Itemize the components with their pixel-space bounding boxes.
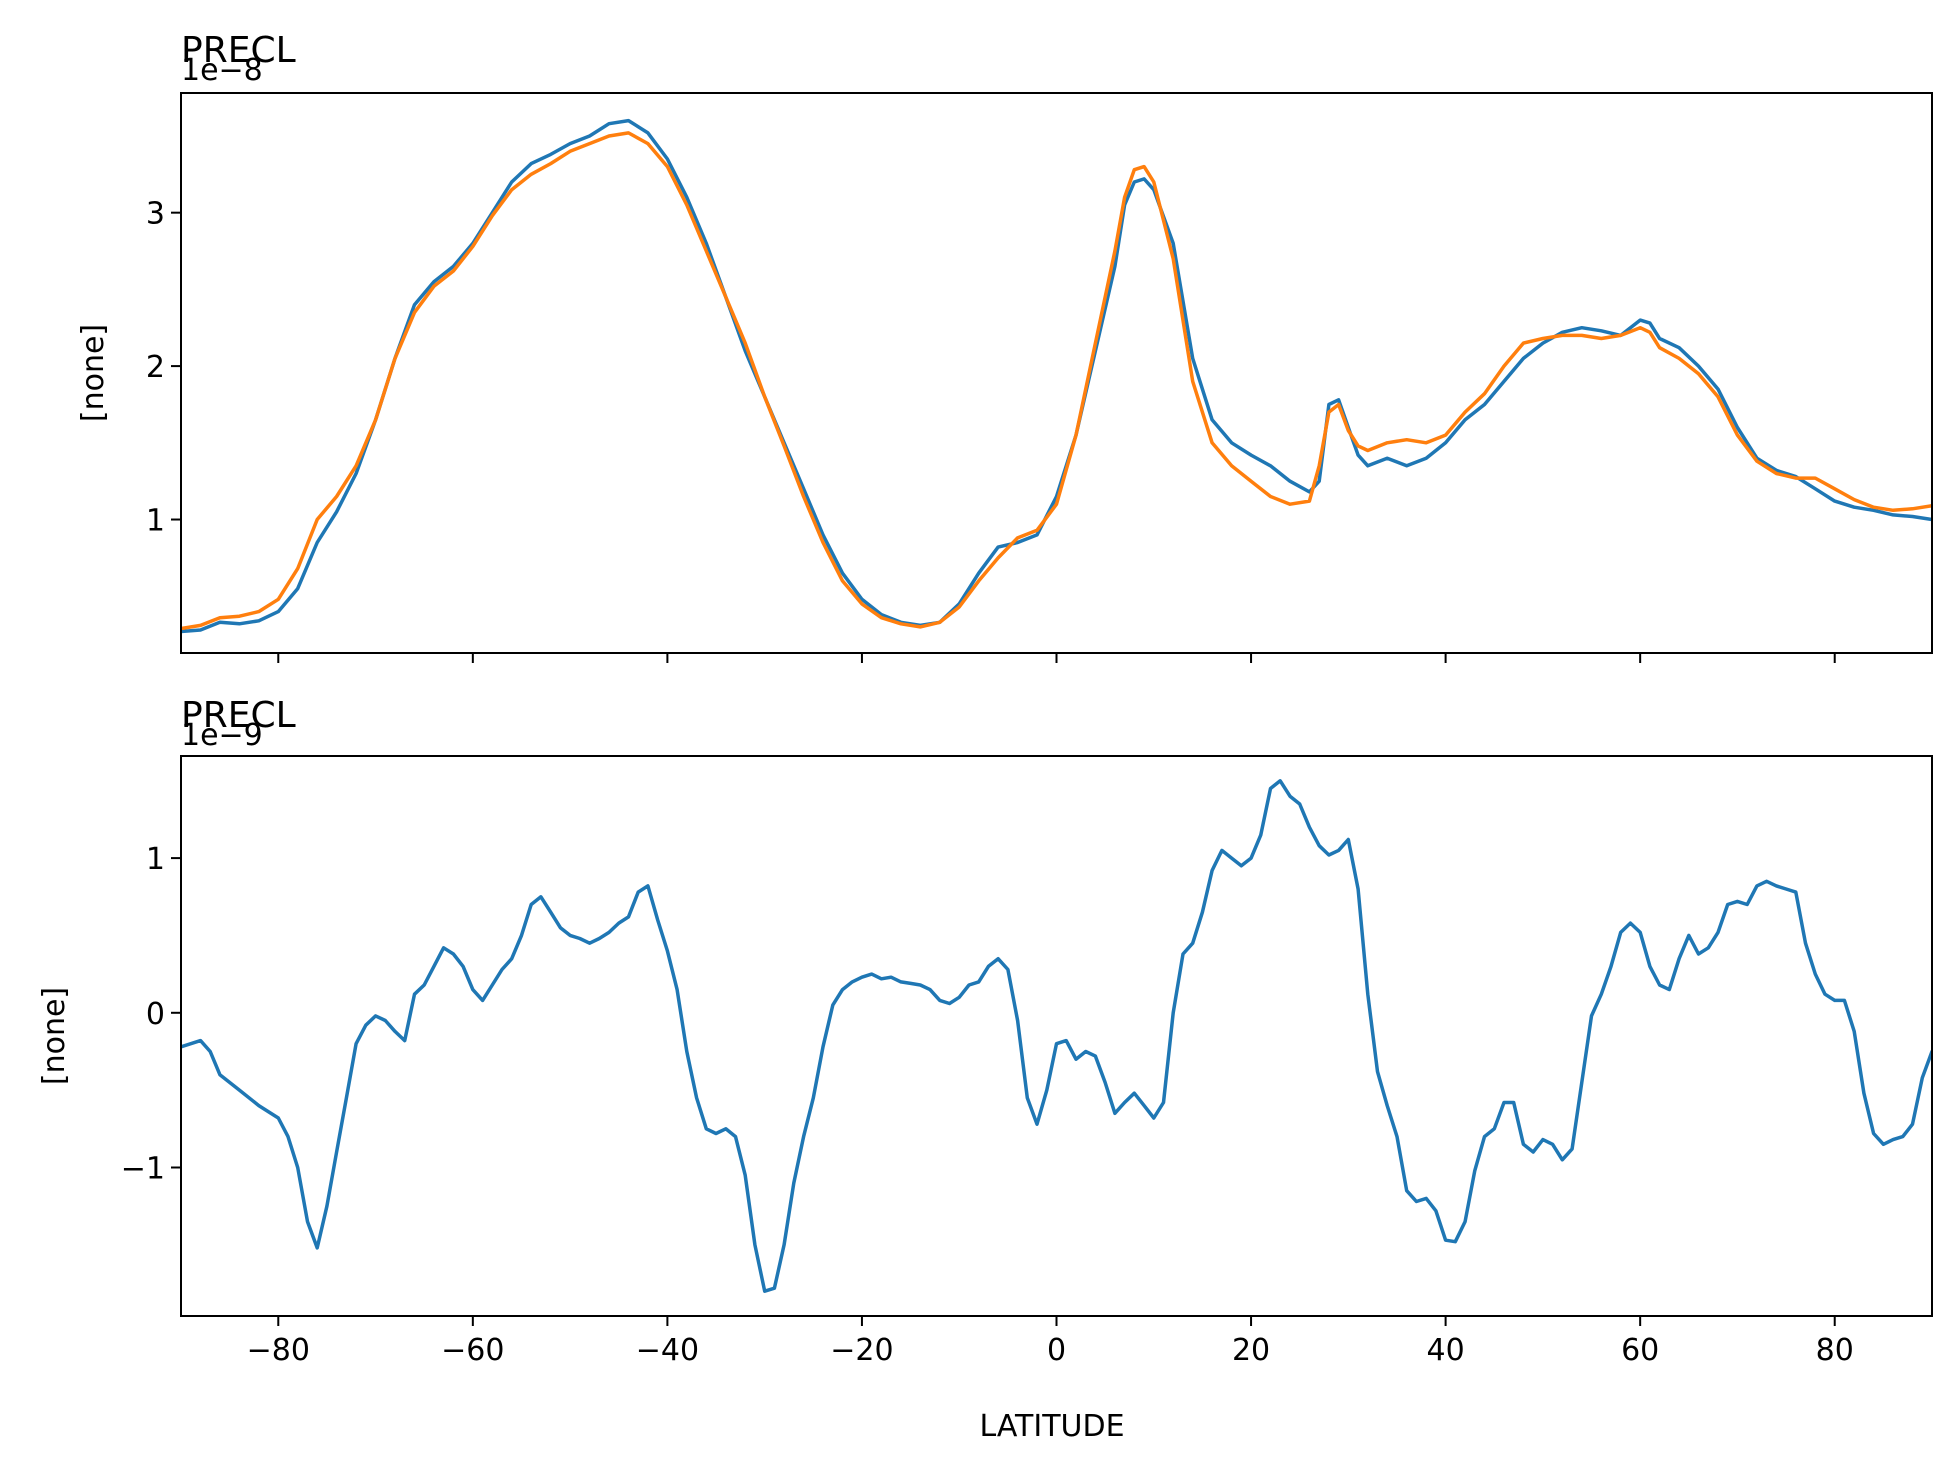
top-panel-frame <box>180 92 1933 654</box>
bottom-panel: PRECL 1e−9 [none] −1 0 1 −80 −60 −40 −20 0 20 40… <box>37 695 1933 1444</box>
panel-0-series-0-line <box>181 118 1932 634</box>
top-panel-xticks <box>277 653 1836 663</box>
bottom-panel-ylabel: [none] <box>37 987 72 1085</box>
bottom-panel-series-group <box>181 779 1932 1293</box>
bottom-panel-title: PRECL <box>181 695 296 736</box>
top-panel-yticks: 1 2 3 <box>146 197 181 539</box>
bottom-panel-yticks: −1 0 1 <box>121 842 181 1186</box>
panel-0-ytick-label: 3 <box>146 197 165 232</box>
panel-1-xtick-label: 20 <box>1232 1333 1270 1368</box>
panel-1-xtick-label: 80 <box>1816 1333 1854 1368</box>
panel-1-series-0-line <box>181 779 1932 1293</box>
panel-1-xtick-label: −20 <box>830 1333 893 1368</box>
panel-1-ytick-label: 0 <box>146 997 165 1032</box>
bottom-panel-frame <box>180 755 1933 1317</box>
panel-1-xtick-label: 0 <box>1047 1333 1066 1368</box>
bottom-panel-xticks: −80 −60 −40 −20 0 20 40 60 80 <box>247 1316 1854 1368</box>
bottom-panel-offset-text: 1e−9 <box>181 718 263 753</box>
panel-1-xtick-label: 40 <box>1427 1333 1465 1368</box>
panel-1-ytick-label: 1 <box>146 842 165 877</box>
panel-0-ytick-label: 2 <box>146 350 165 385</box>
top-panel-ylabel: [none] <box>76 324 111 422</box>
panel-0-ytick-label: 1 <box>146 504 165 539</box>
top-panel-title: PRECL <box>181 30 296 71</box>
top-panel-offset-text: 1e−8 <box>181 53 263 88</box>
panel-1-xtick-label: −60 <box>441 1333 504 1368</box>
top-panel-series-group <box>181 118 1932 634</box>
bottom-panel-xlabel: LATITUDE <box>979 1409 1124 1444</box>
panel-1-ytick-label: −1 <box>121 1151 165 1186</box>
top-panel: PRECL 1e−8 [none] 1 2 3 <box>76 30 1933 663</box>
panel-1-xtick-label: 60 <box>1621 1333 1659 1368</box>
panel-0-series-1-line <box>181 131 1932 631</box>
panel-1-xtick-label: −40 <box>636 1333 699 1368</box>
panel-1-xtick-label: −80 <box>247 1333 310 1368</box>
